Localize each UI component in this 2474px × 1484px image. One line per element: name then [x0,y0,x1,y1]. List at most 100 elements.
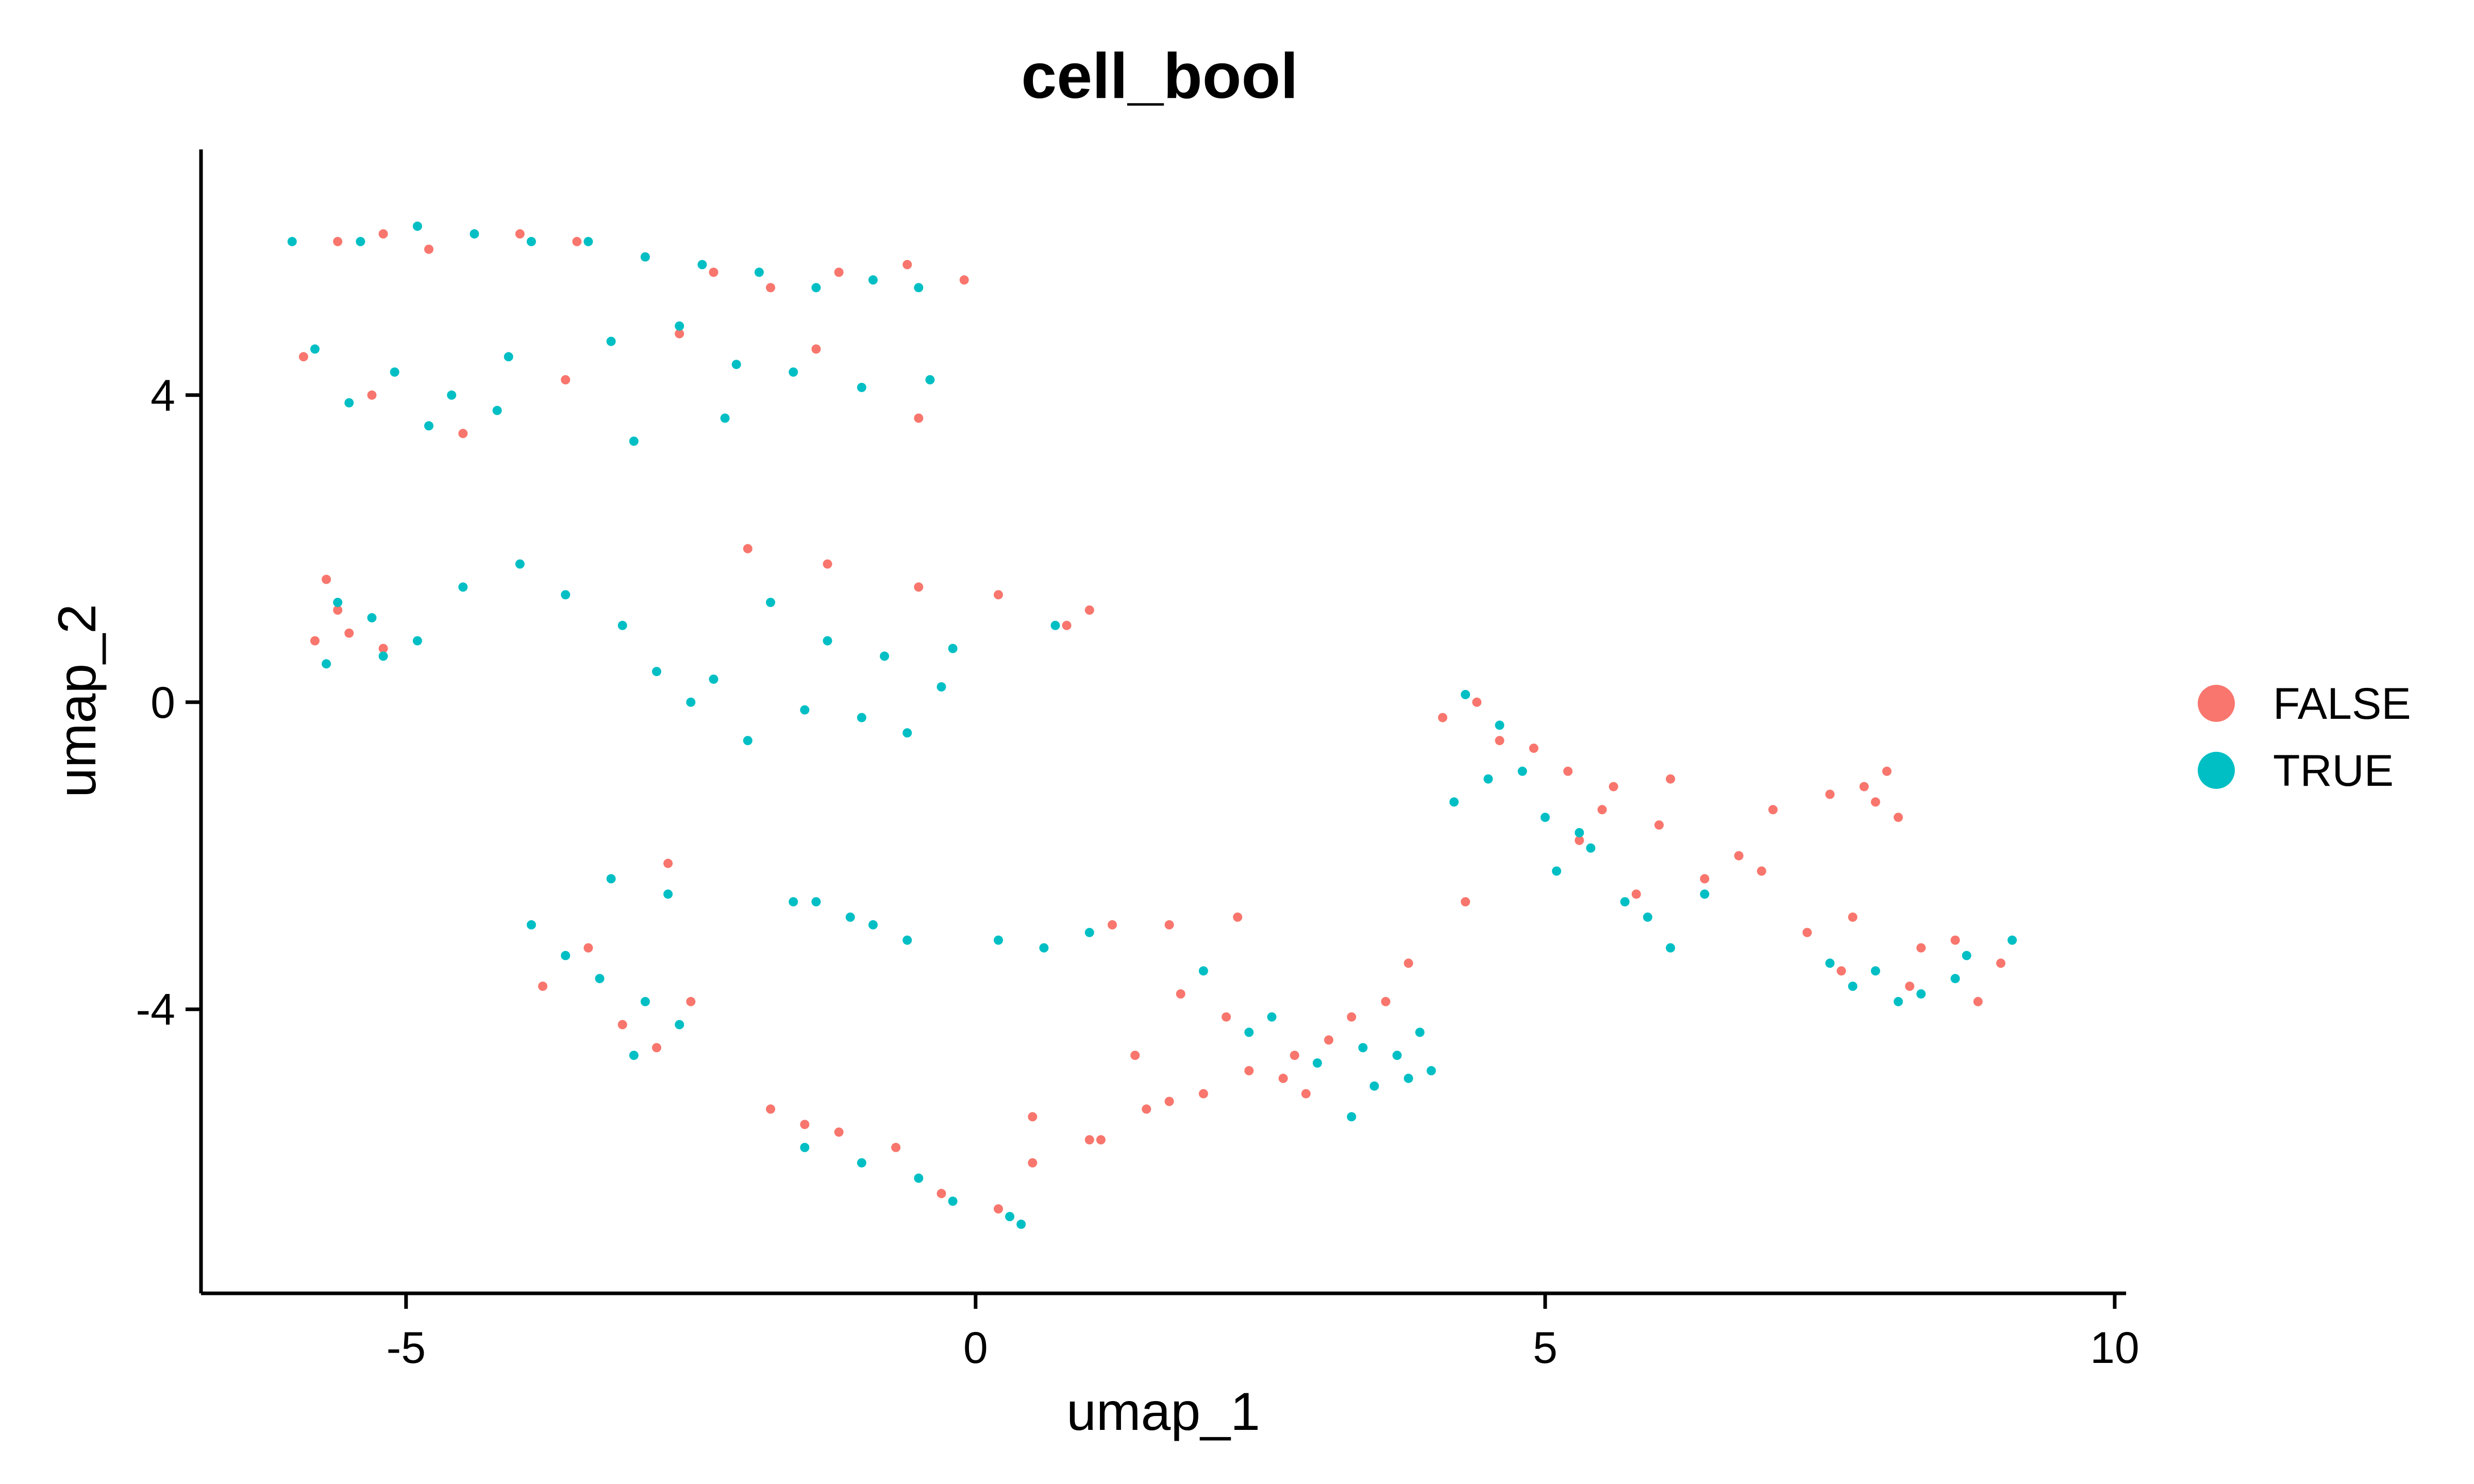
data-point [606,874,616,884]
data-point [1301,1089,1311,1099]
data-point [1905,982,1915,991]
data-point [652,1043,661,1053]
data-point [526,237,536,246]
data-point [583,237,593,246]
chart-title: cell_bool [1021,41,1298,112]
data-point [1312,1058,1322,1068]
data-point [367,390,377,400]
y-ticks: -4 0 4 [136,371,201,1035]
data-point [663,889,673,899]
data-point [583,943,593,953]
data-point [891,1142,901,1152]
data-point [378,644,388,653]
data-point [811,344,821,354]
data-point [356,237,365,246]
data-point [1950,974,1960,984]
data-point [424,244,433,254]
data-point [675,1020,684,1030]
data-point [412,222,422,231]
data-point [652,667,661,677]
data-point [731,360,741,369]
data-point [1757,866,1766,876]
data-point [1449,797,1459,807]
data-point [845,912,855,922]
data-point [1643,912,1652,922]
data-point [538,982,547,991]
data-point [1096,1135,1106,1144]
data-point [1198,1089,1208,1099]
data-point [823,636,832,646]
data-point [378,229,388,239]
data-point [1620,897,1630,907]
data-point [937,1189,946,1199]
data-point [1552,866,1561,876]
data-point [1392,1051,1402,1060]
data-point [1848,912,1858,922]
data-point [1666,774,1675,784]
data-point [617,620,627,630]
data-point [1700,874,1710,884]
data-point [994,590,1003,600]
data-point [470,229,479,239]
data-point [902,728,912,738]
data-point [675,321,684,331]
data-point [1609,782,1618,791]
data-point [333,237,343,246]
data-point [1529,744,1539,753]
data-point [629,1051,639,1060]
data-point [686,997,696,1006]
data-point [800,1142,810,1152]
data-point [1734,851,1744,861]
data-point [1244,1066,1254,1075]
legend-label-true: TRUE [2273,746,2394,796]
data-point [994,1204,1003,1214]
data-point [447,390,457,400]
data-point [857,1158,866,1168]
data-point [1825,789,1835,799]
legend-key-false [2198,685,2235,722]
data-point [629,436,639,446]
data-point [1415,1027,1425,1037]
data-point [1039,943,1049,953]
data-point [709,674,718,684]
data-point [720,413,730,423]
data-point [1597,805,1607,815]
data-point [561,590,571,600]
data-point [390,367,399,377]
x-tick-label: 5 [1533,1323,1558,1373]
data-point [1369,1081,1379,1091]
data-point [766,1104,775,1114]
data-point [902,260,912,269]
data-point [709,267,718,277]
data-point [994,935,1003,945]
data-point [595,974,605,984]
data-point [1244,1027,1254,1037]
data-point [823,559,832,569]
data-point [1848,982,1858,991]
data-point [1517,766,1527,776]
data-point [640,997,650,1006]
data-point [857,382,866,392]
series-true [287,222,2017,1229]
data-point [914,413,924,423]
data-point [1381,997,1391,1006]
y-tick-label: -4 [136,985,175,1035]
data-point [1005,1212,1015,1221]
data-point [1916,989,1926,999]
data-point [834,267,844,277]
data-point [1233,912,1243,922]
data-point [412,636,422,646]
data-point [367,613,377,622]
data-point [424,421,433,431]
data-point [561,951,571,960]
data-point [572,237,582,246]
data-point [378,651,388,661]
data-point [1130,1051,1140,1060]
data-point [766,283,775,293]
data-point [743,736,753,746]
data-point [1176,989,1185,999]
data-point [1666,943,1675,953]
data-point [2008,935,2017,945]
